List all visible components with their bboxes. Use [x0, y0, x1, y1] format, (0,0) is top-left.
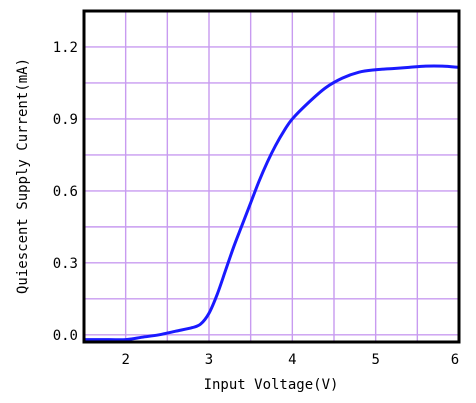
- y-axis-title: Quiescent Supply Current(mA): [15, 58, 31, 294]
- y-axis-tick-labels: 0.0 0.3 0.6 0.9 1.2: [53, 40, 78, 344]
- y-tick-label: 0.6: [53, 184, 78, 200]
- x-tick-label: 4: [288, 352, 296, 368]
- x-tick-label: 5: [371, 352, 379, 368]
- x-axis-tick-labels: 2 3 4 5 6: [121, 352, 459, 368]
- x-axis-title: Input Voltage(V): [204, 377, 339, 393]
- x-tick-label: 2: [121, 352, 129, 368]
- plot-background: [84, 11, 459, 342]
- plot-frame: [82, 9, 461, 344]
- plot-area: [82, 9, 461, 344]
- y-tick-label: 0.0: [53, 328, 78, 344]
- y-tick-label: 0.3: [53, 256, 78, 272]
- x-tick-label: 3: [205, 352, 213, 368]
- y-tick-label: 1.2: [53, 40, 78, 56]
- x-tick-label: 6: [451, 352, 459, 368]
- series-line: [82, 64, 461, 342]
- y-tick-label: 0.9: [53, 112, 78, 128]
